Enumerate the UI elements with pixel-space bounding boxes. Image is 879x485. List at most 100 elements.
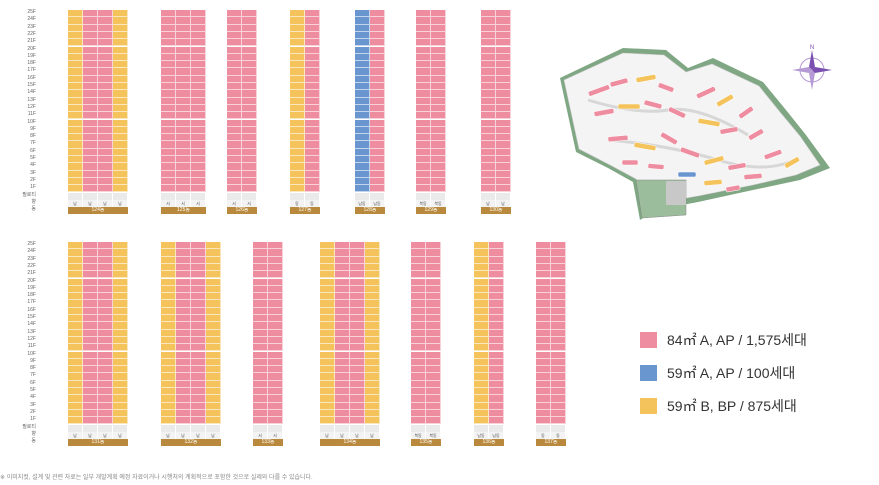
unit-cell (481, 24, 496, 32)
unit-cell (253, 373, 268, 381)
unit-cell (426, 366, 441, 374)
unit-cell (426, 242, 441, 250)
unit-cell (474, 388, 489, 396)
site-building-block (703, 155, 725, 166)
unit-cell (411, 417, 426, 425)
unit-cell (370, 24, 385, 32)
unit-cell (98, 97, 113, 105)
site-building-block (617, 103, 641, 110)
unit-cell (242, 148, 257, 156)
unit-cell (242, 156, 257, 164)
unit-cell (242, 75, 257, 83)
pilotis-cell (536, 424, 551, 432)
unit-cell (481, 68, 496, 76)
unit-cell (68, 380, 83, 388)
unit-cell (305, 10, 320, 18)
legend-item-59a: 59㎡ A, AP / 100세대 (640, 364, 795, 382)
unit-cell (242, 31, 257, 40)
unit-cell (191, 119, 206, 127)
unit-cell (113, 97, 128, 105)
unit-cell (489, 417, 504, 425)
unit-cell (496, 39, 511, 47)
site-building-block (609, 77, 629, 88)
unit-cell (176, 388, 191, 396)
unit-cell (350, 285, 365, 294)
unit-cell (426, 344, 441, 352)
unit-cell (290, 119, 305, 127)
unit-cell (370, 75, 385, 83)
unit-cell (551, 395, 566, 403)
unit-cell (242, 10, 257, 18)
site-building-block (727, 162, 747, 171)
unit-cell (83, 31, 98, 40)
unit-cell (355, 39, 370, 47)
unit-cell (355, 185, 370, 193)
unit-cell (161, 46, 176, 54)
floor-label: 21F (27, 38, 36, 45)
unit-cell (98, 336, 113, 345)
unit-cell (83, 293, 98, 301)
unit-cell (227, 10, 242, 18)
unit-cell (536, 380, 551, 388)
unit-cell (206, 409, 221, 418)
unit-cell (370, 170, 385, 178)
unit-cell (83, 24, 98, 32)
unit-cell (431, 61, 446, 69)
unit-cell (253, 271, 268, 279)
site-building-block (763, 149, 783, 160)
floor-label: 6F (30, 379, 36, 386)
unit-cell (68, 263, 83, 272)
unit-cell (98, 90, 113, 98)
site-building-block (657, 82, 675, 93)
unit-cell (431, 170, 446, 178)
unit-cell (113, 112, 128, 120)
unit-cell (355, 24, 370, 32)
unit-cell (426, 409, 441, 418)
unit-cell (176, 126, 191, 135)
unit-cell (113, 256, 128, 264)
unit-cell (365, 307, 380, 315)
floor-label: 3F (30, 401, 36, 408)
pilotis-cell (113, 192, 128, 200)
unit-cell (489, 242, 504, 250)
unit-cell (335, 336, 350, 345)
unit-cell (268, 395, 283, 403)
unit-cell (242, 185, 257, 193)
unit-cell (253, 263, 268, 272)
direction-label: 북동 (426, 431, 441, 440)
unit-cell (161, 141, 176, 149)
unit-cell (320, 395, 335, 403)
unit-cell (176, 75, 191, 83)
unit-cell (83, 46, 98, 54)
unit-cell (83, 75, 98, 83)
unit-cell (551, 285, 566, 294)
unit-cell (68, 163, 83, 171)
unit-cell (98, 300, 113, 308)
unit-cell (290, 97, 305, 105)
dong-label: 133동 (253, 439, 283, 447)
unit-cell (350, 358, 365, 367)
unit-cell (496, 156, 511, 164)
unit-cell (536, 242, 551, 250)
direction-label: 서 (242, 199, 257, 208)
unit-cell (489, 322, 504, 330)
unit-cell (496, 126, 511, 135)
unit-cell (83, 344, 98, 352)
unit-cell (489, 256, 504, 264)
unit-cell (411, 358, 426, 367)
unit-cell (68, 395, 83, 403)
unit-cell (474, 300, 489, 308)
unit-cell (161, 10, 176, 18)
unit-cell (253, 307, 268, 315)
pilotis-cell (176, 192, 191, 200)
pilotis-cell (370, 192, 385, 200)
unit-cell (227, 31, 242, 40)
unit-cell (320, 271, 335, 279)
unit-cell (416, 10, 431, 18)
unit-cell (355, 134, 370, 142)
unit-cell (242, 112, 257, 120)
unit-cell (290, 75, 305, 83)
unit-cell (227, 68, 242, 76)
unit-cell (536, 271, 551, 279)
unit-cell (350, 278, 365, 286)
